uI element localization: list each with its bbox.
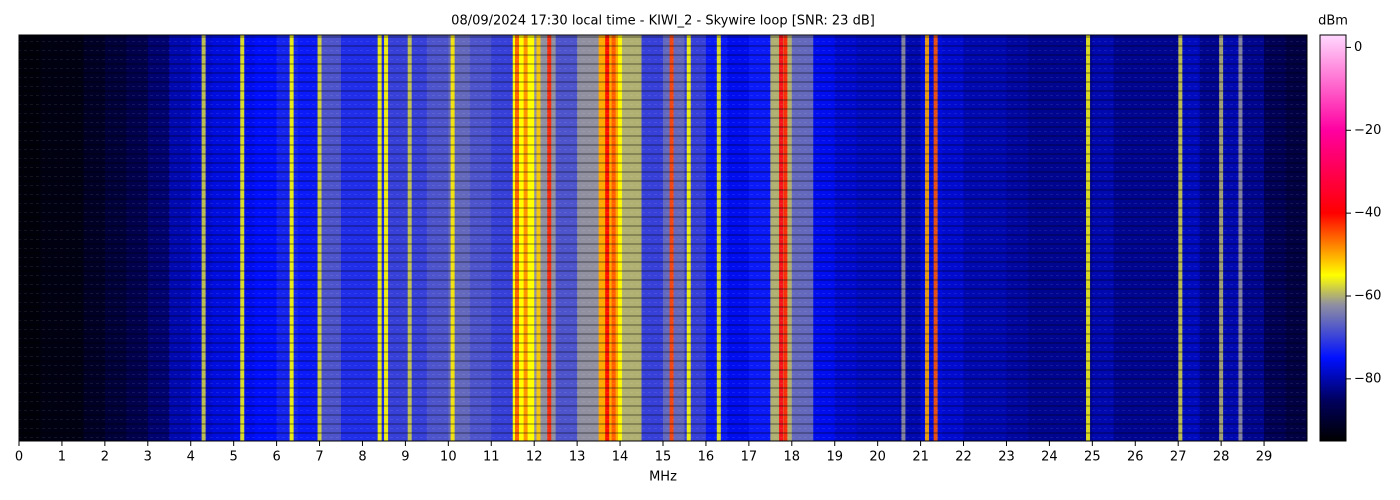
x-tick-label: 15 [655,450,672,465]
colorbar-tick-label: −40 [1354,206,1381,221]
x-tick-label: 13 [569,450,586,465]
x-tick-label: 5 [230,450,238,465]
x-tick-label: 28 [1213,450,1230,465]
x-tick-label: 12 [526,450,543,465]
x-tick-label: 8 [358,450,366,465]
colorbar-tick-label: 0 [1354,40,1362,55]
colorbar-tick-label: −20 [1354,123,1381,138]
x-tick-label: 18 [784,450,801,465]
x-tick-label: 22 [955,450,972,465]
x-tick-label: 20 [869,450,886,465]
x-tick-label: 2 [101,450,109,465]
x-tick-label: 26 [1127,450,1144,465]
texture [19,35,1307,441]
x-tick-label: 25 [1084,450,1101,465]
x-tick-label: 9 [401,450,409,465]
chart-title: 08/09/2024 17:30 local time - KIWI_2 - S… [451,14,875,29]
x-tick-label: 11 [483,450,500,465]
colorbar-label: dBm [1318,14,1348,29]
x-tick-label: 10 [440,450,457,465]
colorbar-tick-label: −60 [1354,289,1381,304]
x-tick-label: 14 [612,450,629,465]
x-tick-label: 27 [1170,450,1187,465]
x-axis-label: MHz [649,470,677,485]
colorbar-tick-label: −80 [1354,371,1381,386]
x-tick-label: 17 [741,450,758,465]
colorbar [1319,34,1347,442]
x-tick-label: 6 [272,450,280,465]
x-tick-label: 0 [15,450,23,465]
x-tick-label: 24 [1041,450,1058,465]
x-tick-label: 16 [698,450,715,465]
x-tick-label: 7 [315,450,323,465]
x-tick-label: 21 [912,450,929,465]
x-tick-label: 23 [998,450,1015,465]
x-tick-label: 1 [58,450,66,465]
x-tick-label: 19 [826,450,843,465]
x-tick-label: 3 [144,450,152,465]
x-tick-label: 29 [1256,450,1273,465]
x-tick-label: 4 [187,450,195,465]
